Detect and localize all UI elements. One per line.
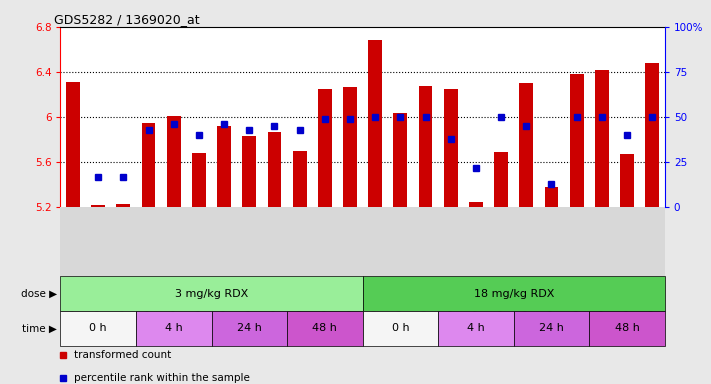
- Bar: [368, 40, 382, 207]
- Text: percentile rank within the sample: percentile rank within the sample: [74, 373, 250, 383]
- Bar: [469, 202, 483, 207]
- Bar: [217, 126, 231, 207]
- Bar: [363, 276, 665, 311]
- Bar: [589, 311, 665, 346]
- Text: 4 h: 4 h: [467, 323, 485, 333]
- Text: 24 h: 24 h: [237, 323, 262, 333]
- Bar: [66, 82, 80, 207]
- Text: GDS5282 / 1369020_at: GDS5282 / 1369020_at: [54, 13, 200, 26]
- Bar: [117, 204, 130, 207]
- Bar: [545, 187, 558, 207]
- Bar: [444, 89, 458, 207]
- Bar: [494, 152, 508, 207]
- Bar: [293, 151, 306, 207]
- Bar: [167, 116, 181, 207]
- Text: 0 h: 0 h: [392, 323, 410, 333]
- Bar: [519, 83, 533, 207]
- Bar: [60, 276, 363, 311]
- Bar: [438, 311, 514, 346]
- Bar: [141, 123, 156, 207]
- Text: 48 h: 48 h: [614, 323, 639, 333]
- Bar: [363, 311, 438, 346]
- Bar: [136, 311, 212, 346]
- Bar: [192, 153, 206, 207]
- Bar: [393, 113, 407, 207]
- Text: 48 h: 48 h: [312, 323, 337, 333]
- Bar: [646, 63, 659, 207]
- Bar: [242, 136, 256, 207]
- Text: 4 h: 4 h: [165, 323, 183, 333]
- Bar: [595, 70, 609, 207]
- Text: transformed count: transformed count: [74, 350, 171, 360]
- Text: dose ▶: dose ▶: [21, 289, 57, 299]
- Bar: [287, 311, 363, 346]
- Bar: [212, 311, 287, 346]
- Text: time ▶: time ▶: [22, 323, 57, 333]
- Bar: [267, 132, 282, 207]
- Bar: [318, 89, 332, 207]
- Bar: [419, 86, 432, 207]
- Text: 18 mg/kg RDX: 18 mg/kg RDX: [474, 289, 554, 299]
- Bar: [620, 154, 634, 207]
- Bar: [570, 74, 584, 207]
- Text: 0 h: 0 h: [90, 323, 107, 333]
- Text: 24 h: 24 h: [539, 323, 564, 333]
- Text: 3 mg/kg RDX: 3 mg/kg RDX: [175, 289, 248, 299]
- Bar: [343, 87, 357, 207]
- Bar: [91, 205, 105, 207]
- Bar: [60, 311, 136, 346]
- Bar: [514, 311, 589, 346]
